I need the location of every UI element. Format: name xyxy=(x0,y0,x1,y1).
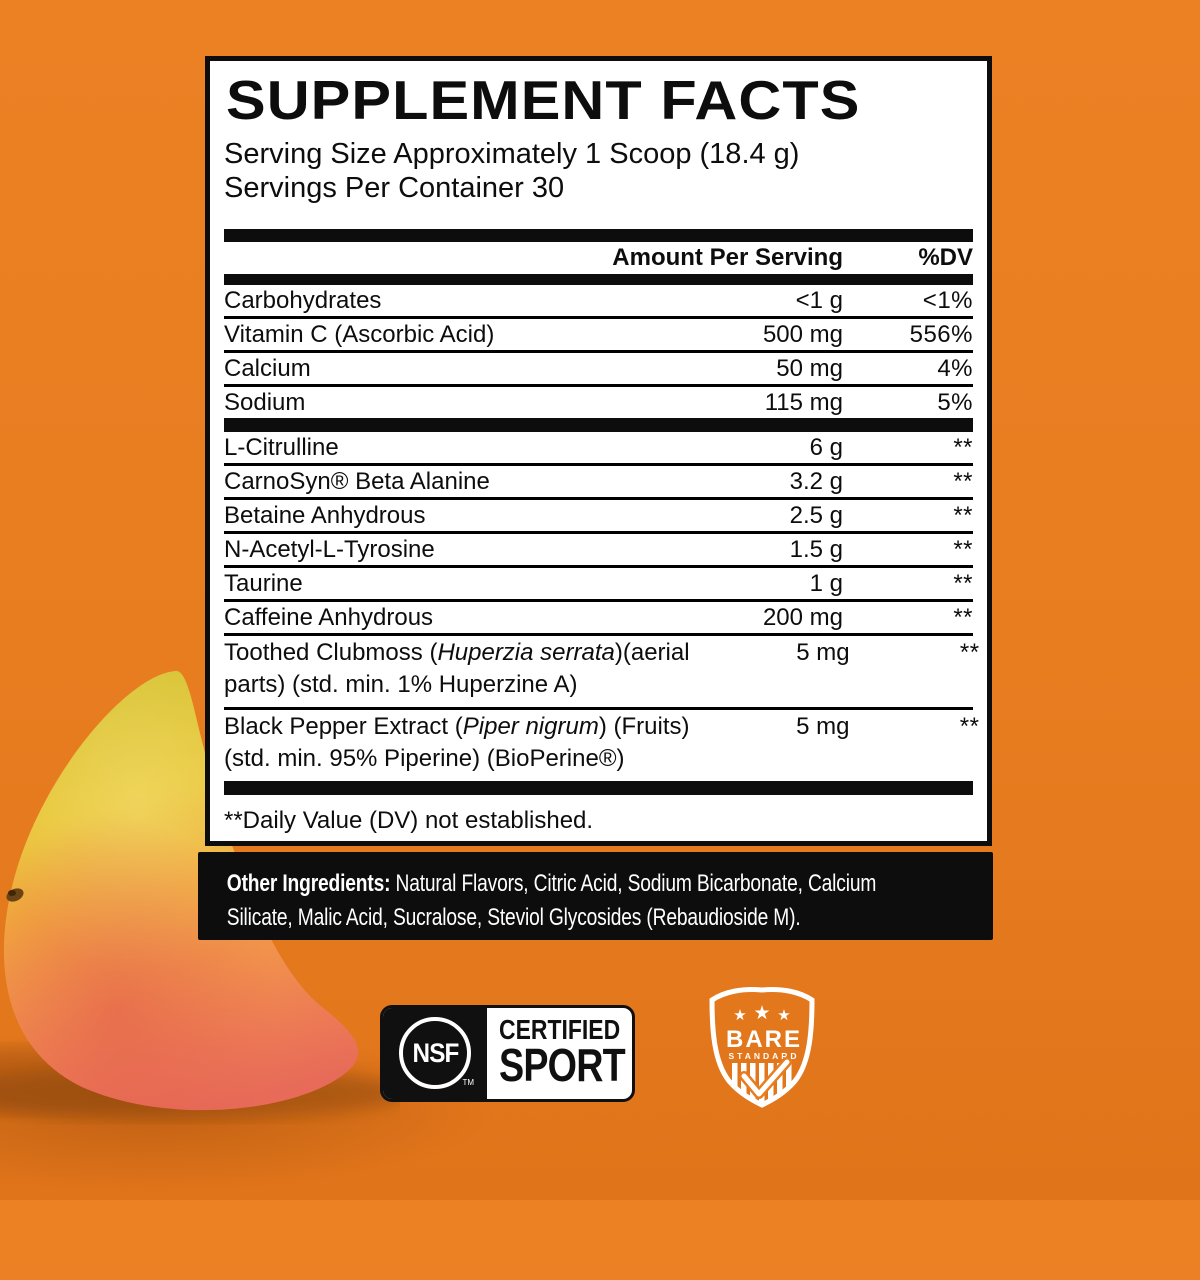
star-icon: ★ xyxy=(733,1006,746,1024)
nsf-logo-icon: NSF TM xyxy=(396,1014,474,1092)
table-row: Toothed Clubmoss (Huperzia serrata)(aeri… xyxy=(224,633,979,707)
other-ingredients-label: Other Ingredients: xyxy=(226,870,391,897)
star-icon: ★ xyxy=(777,1006,790,1024)
servings-per-container: Servings Per Container 30 xyxy=(224,172,565,204)
table-row: Sodium 115 mg 5% xyxy=(224,384,973,418)
mango-blush xyxy=(3,670,359,1111)
nsf-logo-ring: NSF TM xyxy=(399,1017,474,1089)
table-row: Betaine Anhydrous 2.5 g ** xyxy=(224,497,973,531)
table-row: Taurine 1 g ** xyxy=(224,565,973,599)
daily-value-footnote: **Daily Value (DV) not established. xyxy=(224,807,594,834)
table-row: L-Citrulline 6 g ** xyxy=(224,433,973,461)
column-header-dv: %DV xyxy=(918,244,973,271)
table-row: Carbohydrates <1 g <1% xyxy=(224,286,973,314)
table-row: CarnoSyn® Beta Alanine 3.2 g ** xyxy=(224,463,973,497)
nsf-badge-right-panel: CERTIFIED SPORT xyxy=(487,1008,632,1099)
nsf-certified-sport-badge: NSF TM CERTIFIED SPORT xyxy=(380,1005,635,1102)
checkmark-icon xyxy=(741,1059,790,1097)
nutrient-group-1: Carbohydrates <1 g <1% Vitamin C (Ascorbic … xyxy=(224,285,973,418)
page-title: SUPPLEMENT FACTS xyxy=(226,69,861,131)
divider-bar xyxy=(224,274,973,285)
other-ingredients-list: Natural Flavors, Citric Acid, Sodium Bic… xyxy=(390,870,877,897)
shield-sub-text: STANDARD xyxy=(728,1051,799,1061)
shield-brand-text: BARE xyxy=(726,1026,802,1053)
table-header: Amount Per Serving %DV xyxy=(224,242,973,274)
table-row: Black Pepper Extract (Piper nigrum) (Fru… xyxy=(224,707,979,781)
other-ingredients-line1: Other Ingredients: Natural Flavors, Citr… xyxy=(226,867,877,901)
nsf-sport-label: SPORT xyxy=(499,1039,626,1091)
nsf-trademark: TM xyxy=(462,1078,474,1087)
nutrient-group-2: L-Citrulline 6 g ** CarnoSyn® Beta Alanine 3… xyxy=(224,432,979,781)
column-header-amount: Amount Per Serving xyxy=(612,244,843,271)
nsf-logo-text: NSF xyxy=(412,1037,459,1068)
other-ingredients-box: Other Ingredients: Natural Flavors, Citr… xyxy=(198,852,993,940)
divider-bar xyxy=(224,229,973,242)
supplement-facts-panel: SUPPLEMENT FACTS Serving Size Approximat… xyxy=(205,56,992,846)
table-row: N-Acetyl-L-Tyrosine 1.5 g ** xyxy=(224,531,973,565)
nsf-badge-left-panel: NSF TM xyxy=(383,1008,487,1099)
other-ingredients-line2: Silicate, Malic Acid, Sucralose, Steviol… xyxy=(226,904,801,931)
serving-size: Serving Size Approximately 1 Scoop (18.4… xyxy=(224,138,800,170)
table-row: Vitamin C (Ascorbic Acid) 500 mg 556% xyxy=(224,316,973,350)
bare-standard-shield-badge: ★ ★ ★ BARE STANDARD xyxy=(709,987,815,1108)
divider-bar xyxy=(224,418,973,432)
mango-stem-tip xyxy=(8,890,16,896)
divider-bar xyxy=(224,781,973,795)
nsf-certified-label: CERTIFIED xyxy=(499,1014,621,1045)
table-row: Caffeine Anhydrous 200 mg ** xyxy=(224,599,973,633)
table-row: Calcium 50 mg 4% xyxy=(224,350,973,384)
mango-image xyxy=(0,670,400,1119)
star-icon: ★ xyxy=(753,1002,770,1024)
